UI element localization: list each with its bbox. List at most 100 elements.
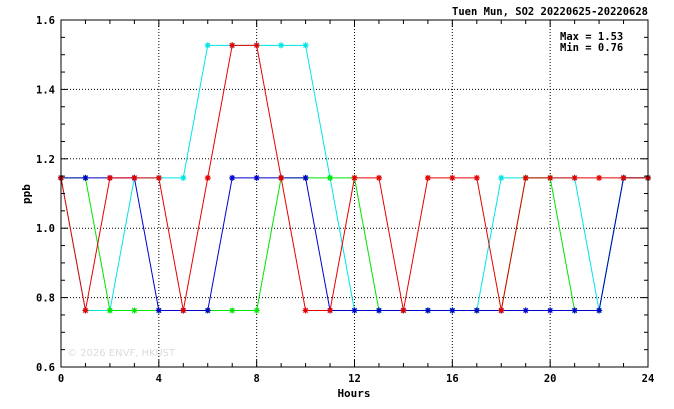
data-point-marker (229, 42, 236, 49)
data-point-marker (253, 174, 260, 181)
marker-stroke (449, 175, 455, 181)
marker-stroke (278, 175, 284, 181)
marker-stroke (131, 175, 137, 181)
data-point-marker (522, 307, 529, 314)
marker-stroke (523, 175, 529, 181)
marker-stroke (596, 175, 602, 181)
marker-stroke (302, 307, 309, 314)
y-tick-label: 1.0 (36, 223, 55, 235)
x-axis-label: Hours (337, 387, 370, 400)
data-point-marker (229, 174, 236, 181)
marker-stroke (327, 307, 333, 314)
marker-stroke (131, 307, 137, 314)
data-point-marker (473, 307, 480, 314)
marker-stroke (254, 307, 260, 314)
data-point-marker (82, 307, 89, 314)
marker-stroke (474, 175, 480, 181)
marker-stroke (547, 307, 553, 314)
data-point-marker (424, 174, 431, 181)
data-point-marker (547, 307, 554, 314)
data-point-marker (449, 307, 456, 314)
marker-stroke (302, 175, 309, 181)
data-point-marker (547, 174, 554, 181)
data-point-marker (596, 174, 603, 181)
data-point-marker (106, 307, 113, 314)
marker-stroke (620, 175, 627, 181)
data-point-marker (351, 307, 358, 314)
marker-stroke (376, 175, 382, 181)
marker-stroke (82, 175, 89, 181)
x-tick-label: 24 (642, 373, 655, 385)
data-point-marker (327, 307, 334, 314)
data-point-marker (596, 307, 603, 314)
data-point-marker (131, 307, 138, 314)
data-point-marker (278, 174, 285, 181)
y-tick-label: 1.4 (36, 84, 55, 96)
marker-stroke (572, 175, 578, 181)
data-point-marker (375, 174, 382, 181)
x-tick-label: 12 (348, 373, 361, 385)
data-point-marker (424, 307, 431, 314)
data-point-marker (302, 42, 309, 49)
marker-stroke (180, 175, 186, 181)
marker-stroke (82, 307, 89, 314)
data-point-marker (498, 174, 505, 181)
y-tick-label: 1.6 (36, 15, 55, 27)
marker-stroke (400, 307, 407, 314)
y-tick-label: 1.2 (36, 154, 55, 166)
data-point-marker (204, 307, 211, 314)
data-point-marker (522, 174, 529, 181)
marker-stroke (572, 307, 578, 314)
marker-stroke (376, 307, 382, 314)
series-layer (58, 42, 651, 314)
data-point-marker (375, 307, 382, 314)
marker-stroke (229, 307, 235, 314)
data-point-marker (620, 174, 627, 181)
ticks (60, 19, 649, 368)
marker-stroke (474, 307, 480, 314)
marker-stroke (254, 175, 260, 181)
data-point-marker (253, 307, 260, 314)
data-point-marker (400, 307, 407, 314)
marker-stroke (229, 42, 235, 48)
data-point-marker (449, 174, 456, 181)
marker-stroke (547, 175, 553, 181)
watermark: © 2026 ENVF, HKUST (67, 348, 176, 359)
marker-stroke (425, 307, 431, 314)
data-point-marker (571, 174, 578, 181)
data-point-marker (82, 174, 89, 181)
marker-stroke (278, 42, 284, 48)
marker-stroke (596, 307, 602, 314)
marker-stroke (107, 307, 113, 314)
data-point-marker (229, 307, 236, 314)
data-point-marker (327, 174, 334, 181)
x-tick-label: 16 (446, 373, 459, 385)
data-point-marker (204, 174, 211, 181)
x-tick-label: 0 (58, 373, 64, 385)
marker-stroke (205, 307, 211, 314)
data-point-marker (278, 42, 285, 49)
y-tick-label: 0.6 (36, 362, 55, 374)
marker-stroke (180, 307, 186, 314)
marker-stroke (205, 42, 211, 48)
y-tick-label: 0.8 (36, 293, 55, 305)
marker-stroke (205, 175, 211, 181)
x-tick-label: 8 (254, 373, 260, 385)
marker-stroke (498, 307, 504, 314)
marker-stroke (449, 307, 455, 314)
data-point-marker (155, 174, 162, 181)
data-point-marker (131, 174, 138, 181)
data-point-marker (180, 174, 187, 181)
min-annotation: Min = 0.76 (560, 42, 623, 54)
marker-stroke (229, 175, 235, 181)
marker-stroke (351, 307, 358, 314)
tick-labels: 0 4 8 12 16 20 24 0.6 0.8 1.0 1.2 1.4 1.6 (36, 15, 654, 385)
x-tick-label: 4 (156, 373, 162, 385)
data-point-marker (180, 307, 187, 314)
data-point-marker (204, 42, 211, 49)
marker-stroke (156, 307, 162, 314)
marker-stroke (523, 307, 529, 314)
y-axis-label: ppb (20, 184, 33, 204)
data-point-marker (302, 307, 309, 314)
